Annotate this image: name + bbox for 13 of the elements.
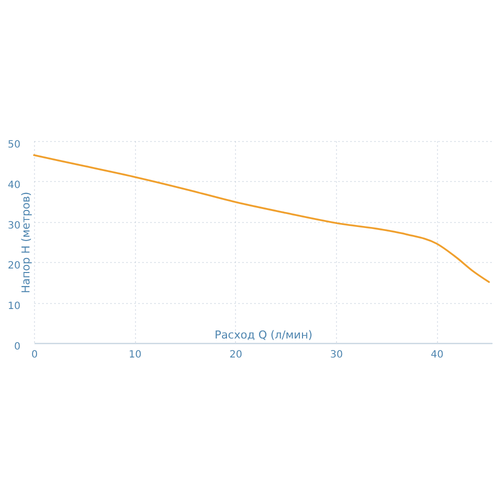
x-tick-label: 0 bbox=[31, 350, 38, 360]
y-tick-label: 10 bbox=[8, 301, 20, 312]
x-tick-label: 40 bbox=[430, 350, 444, 360]
y-tick-label: 0 bbox=[14, 342, 20, 352]
y-tick-label: 50 bbox=[8, 140, 20, 150]
y-tick-label: 40 bbox=[8, 180, 20, 191]
y-tick-label: 30 bbox=[8, 220, 20, 232]
x-tick-label: 30 bbox=[330, 350, 343, 360]
x-tick-label: 10 bbox=[128, 350, 142, 360]
y-axis-title: Напор Н (метров) bbox=[20, 192, 32, 294]
x-axis-title: Расход Q (л/мин) bbox=[214, 328, 312, 342]
x-tick-label: 20 bbox=[229, 350, 242, 360]
y-tick-label: 20 bbox=[8, 260, 20, 272]
